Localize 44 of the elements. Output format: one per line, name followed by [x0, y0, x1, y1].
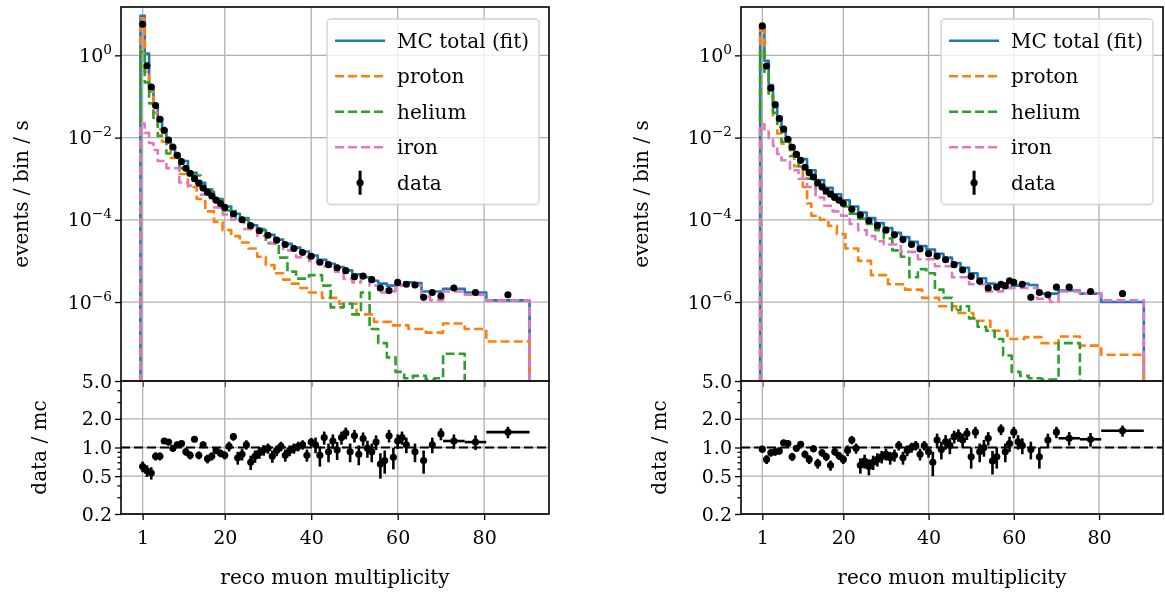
- x-tick-label: 40: [916, 525, 942, 548]
- x-tick-label: 40: [299, 525, 324, 548]
- y-axis-title: events / bin / s: [9, 120, 33, 268]
- y-tick-label: 0.5: [81, 464, 112, 487]
- legend-label: data: [397, 170, 442, 195]
- legend-label: proton: [1011, 64, 1079, 89]
- y-axis-title: events / bin / s: [629, 120, 653, 268]
- legend-label: MC total (fit): [1011, 28, 1143, 53]
- y-tick-label: 0.5: [701, 464, 732, 487]
- legend-label: data: [1011, 170, 1056, 195]
- x-axis-title: reco muon multiplicity: [220, 565, 451, 589]
- legend-label: iron: [397, 135, 439, 160]
- y-tick-label: 5.0: [701, 369, 732, 392]
- y-tick-label: 1.0: [701, 436, 732, 459]
- legend-label: helium: [397, 99, 467, 124]
- x-tick-label: 80: [1087, 525, 1112, 548]
- y-axis-title: data / mc: [27, 400, 51, 495]
- y-tick-label: 0.2: [701, 502, 732, 525]
- x-tick-label: 80: [472, 525, 497, 548]
- x-axis-title: reco muon multiplicity: [837, 565, 1068, 589]
- y-tick-label: 10$^{−6}$: [67, 287, 112, 313]
- x-tick-label: 1: [756, 525, 769, 548]
- x-tick-label: 60: [1002, 525, 1027, 548]
- x-tick-label: 1: [137, 525, 150, 548]
- legend-label: proton: [397, 64, 465, 89]
- y-tick-label: 2.0: [701, 407, 732, 430]
- y-tick-label: 10$^{0}$: [699, 40, 732, 66]
- y-tick-label: 10$^{−4}$: [687, 205, 733, 231]
- legend-label: MC total (fit): [397, 28, 529, 53]
- y-tick-label: 10$^{−2}$: [67, 123, 112, 149]
- legend-label: iron: [1011, 135, 1053, 160]
- y-tick-label: 10$^{−6}$: [687, 287, 732, 313]
- y-tick-label: 2.0: [81, 407, 112, 430]
- x-tick-label: 20: [831, 525, 856, 548]
- x-tick-label: 20: [213, 525, 238, 548]
- y-tick-label: 1.0: [81, 436, 112, 459]
- y-tick-label: 5.0: [81, 369, 112, 392]
- y-axis-title: data / mc: [647, 400, 671, 495]
- y-tick-label: 0.2: [81, 502, 112, 525]
- y-tick-label: 10$^{−4}$: [67, 205, 113, 231]
- y-tick-label: 10$^{0}$: [79, 40, 112, 66]
- legend-label: helium: [1011, 99, 1081, 124]
- y-tick-label: 10$^{−2}$: [687, 123, 732, 149]
- x-tick-label: 60: [386, 525, 411, 548]
